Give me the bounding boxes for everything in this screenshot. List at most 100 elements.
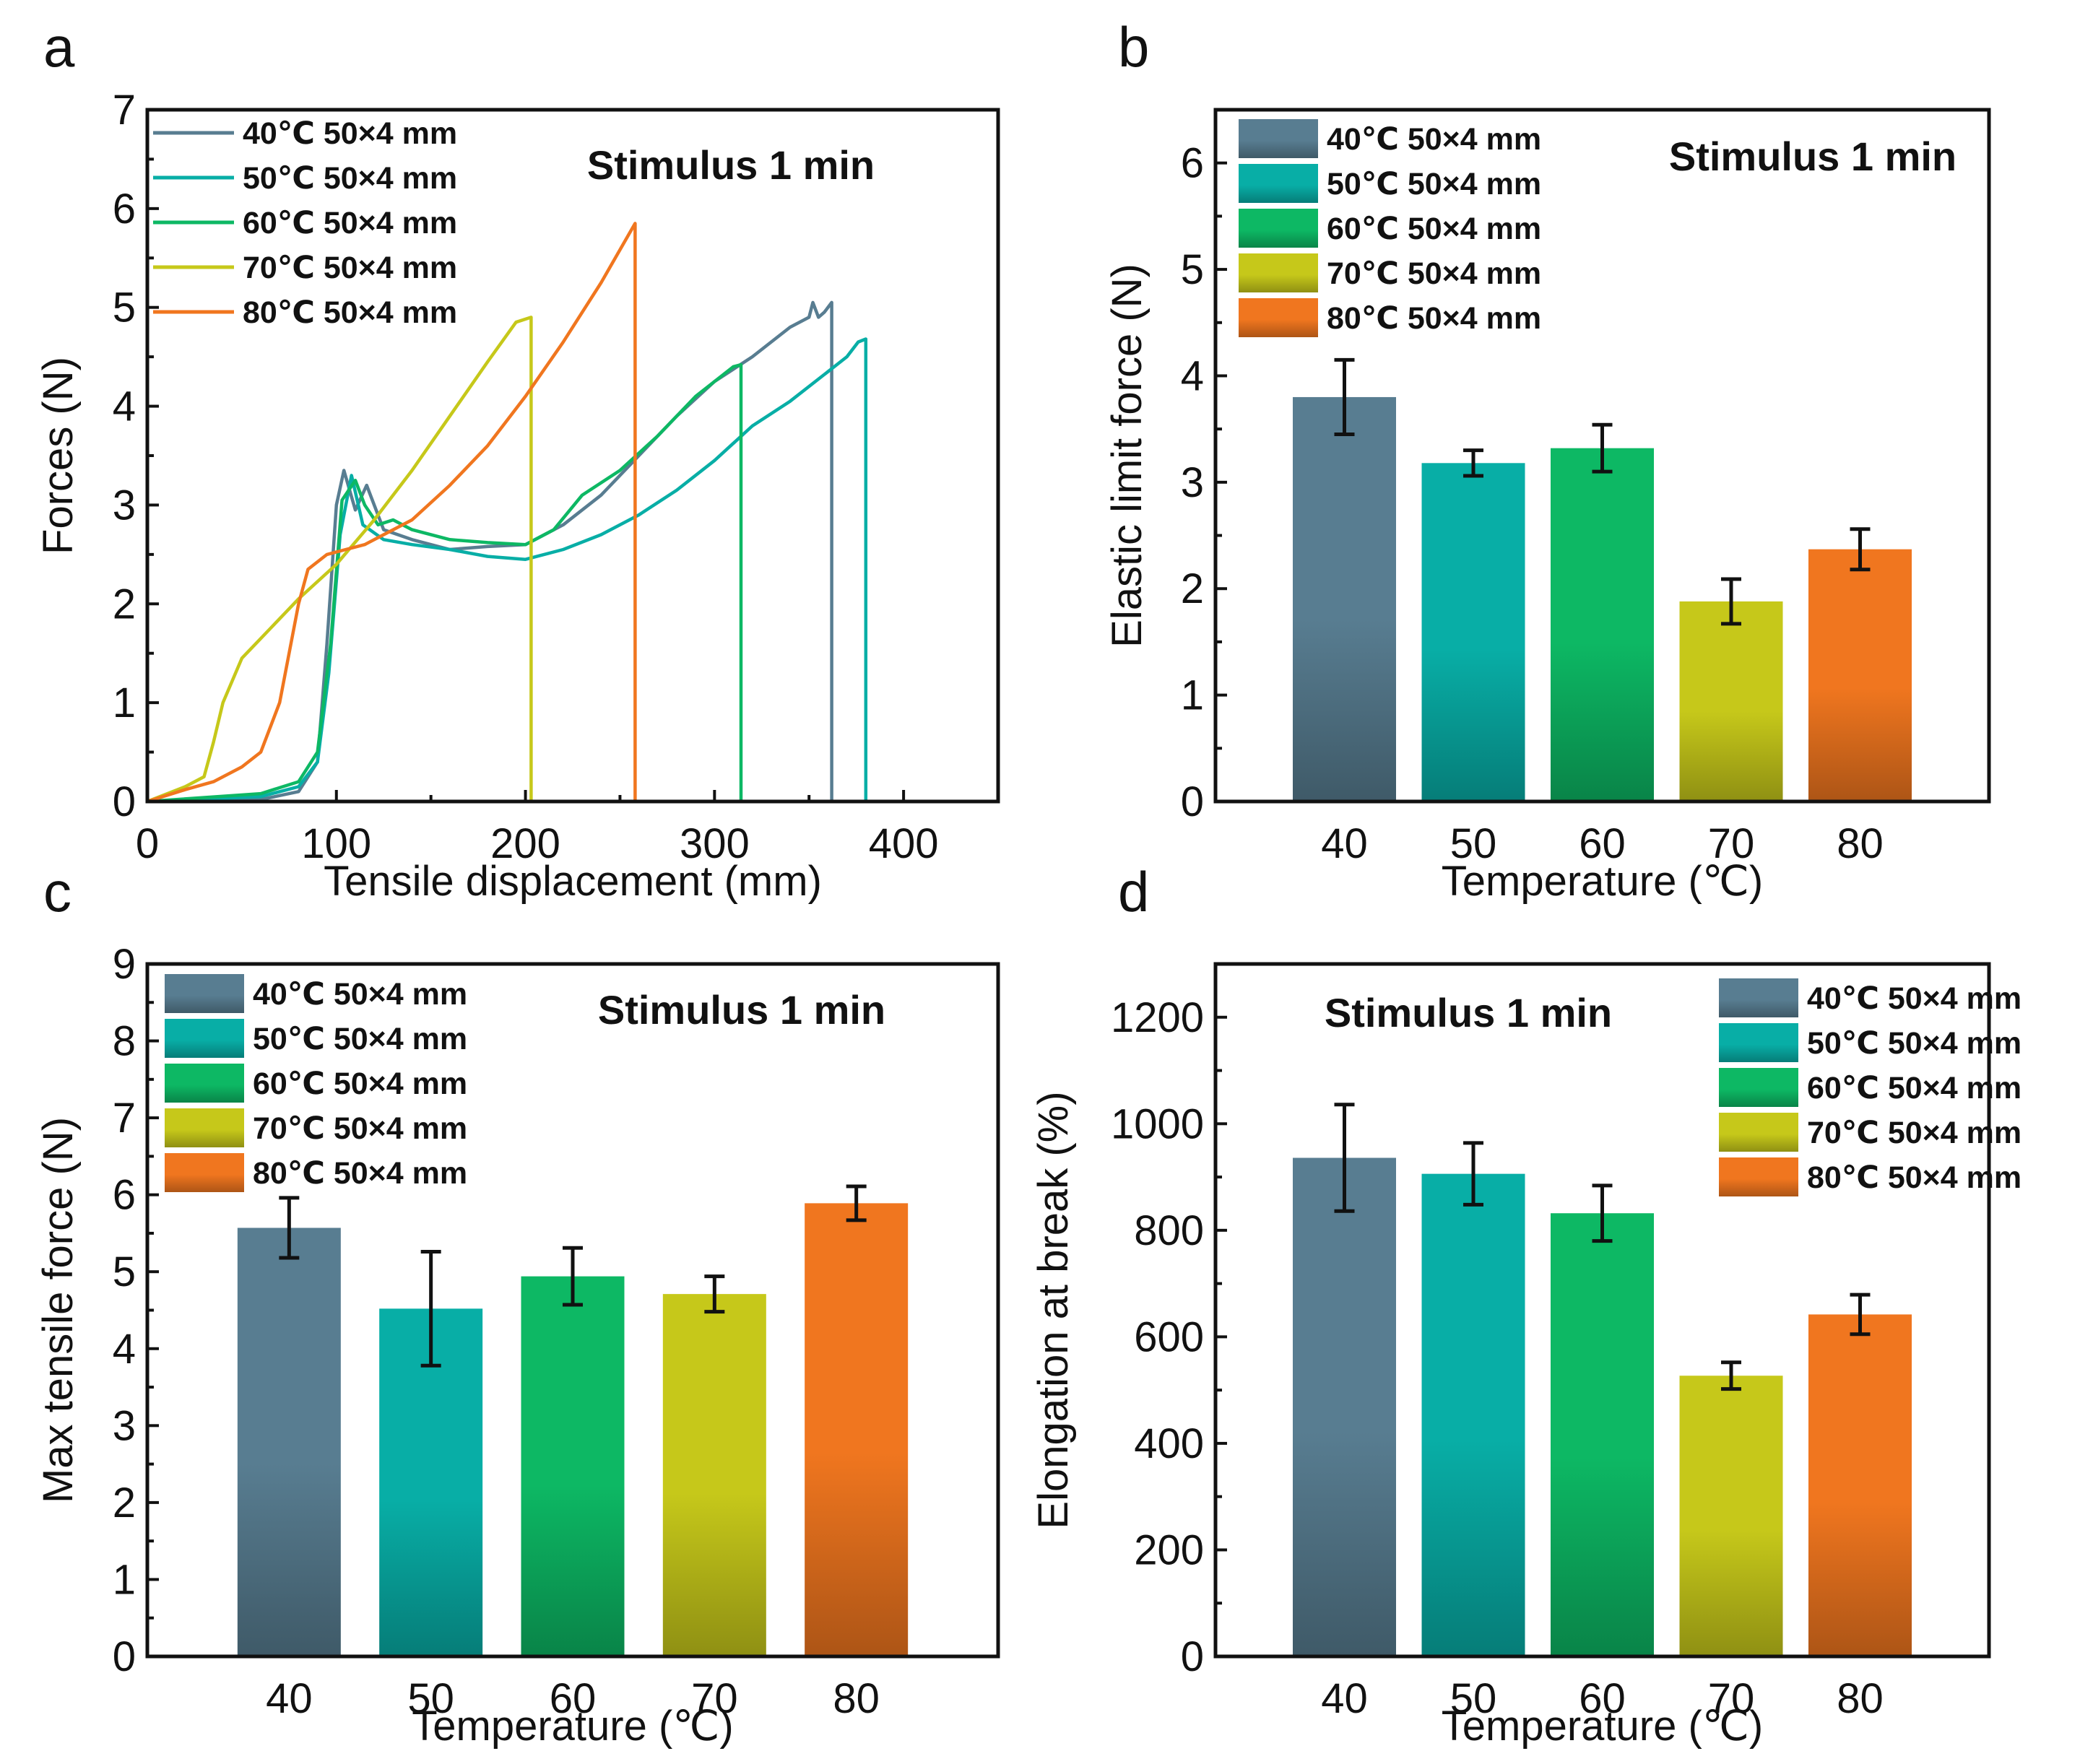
legend-swatch-80: [1719, 1157, 1798, 1196]
legend-swatch-70: [165, 1108, 244, 1147]
y-tick-label: 0: [113, 778, 136, 825]
legend-swatch-40: [1719, 978, 1798, 1017]
bar-70: [1679, 601, 1783, 801]
legend-label-50: 50℃ 50×4 mm: [1327, 167, 1541, 201]
legend-swatch-70: [1719, 1113, 1798, 1152]
y-axis-title: Forces (N): [35, 357, 82, 555]
bar-80: [1808, 549, 1912, 801]
y-tick-label: 600: [1134, 1313, 1204, 1360]
y-tick-label: 3: [113, 1402, 136, 1449]
y-tick-label: 400: [1134, 1420, 1204, 1467]
legend-swatch-40: [165, 974, 244, 1013]
bar-70: [662, 1294, 766, 1656]
panel-letter: c: [43, 860, 72, 924]
series-line-50: [147, 337, 868, 804]
stimulus-annotation: Stimulus 1 min: [587, 142, 875, 188]
x-axis-title: Tensile displacement (mm): [324, 858, 822, 905]
y-axis-title: Elongation at break (%): [1030, 1091, 1077, 1529]
legend-label-80: 80℃ 50×4 mm: [1807, 1160, 2022, 1195]
legend-label-60: 60℃ 50×4 mm: [253, 1066, 467, 1101]
x-tick-label: 70: [1708, 820, 1755, 867]
x-tick-label: 70: [691, 1675, 738, 1722]
x-tick-label: 50: [407, 1675, 454, 1722]
x-tick-label: 60: [550, 1675, 597, 1722]
x-tick-label: 400: [869, 820, 939, 867]
x-tick-label: 80: [1837, 820, 1884, 867]
plot-frame: [1213, 108, 1991, 804]
x-tick-label: 60: [1579, 820, 1626, 867]
x-tick-label: 70: [1708, 1675, 1755, 1722]
stimulus-annotation: Stimulus 1 min: [598, 987, 885, 1033]
bar-80: [805, 1203, 909, 1656]
panel-letter: d: [1118, 860, 1149, 924]
legend-label-70: 70℃ 50×4 mm: [1807, 1116, 2022, 1150]
bar-40: [1293, 396, 1396, 801]
legend-label-40: 40℃ 50×4 mm: [253, 977, 467, 1012]
x-tick-label: 50: [1450, 820, 1497, 867]
y-tick-label: 1: [113, 1556, 136, 1603]
legend-swatch-60: [165, 1064, 244, 1103]
x-tick-label: 0: [136, 820, 159, 867]
y-tick-label: 5: [113, 1248, 136, 1295]
y-tick-label: 1: [1181, 672, 1204, 719]
legend-label-70: 70℃ 50×4 mm: [1327, 256, 1541, 291]
legend-swatch-50: [1719, 1023, 1798, 1062]
plot-frame: [145, 108, 1000, 804]
legend-label-60: 60℃ 50×4 mm: [243, 206, 457, 240]
stimulus-annotation: Stimulus 1 min: [1325, 990, 1612, 1035]
legend-label-50: 50℃ 50×4 mm: [1807, 1026, 2022, 1061]
y-tick-label: 800: [1134, 1207, 1204, 1254]
legend-label-80: 80℃ 50×4 mm: [243, 295, 457, 330]
legend-label-50: 50℃ 50×4 mm: [243, 161, 457, 196]
bar-60: [1551, 1213, 1654, 1656]
x-tick-label: 80: [1837, 1675, 1884, 1722]
x-tick-label: 200: [490, 820, 560, 867]
x-tick-label: 40: [266, 1675, 313, 1722]
legend-swatch-60: [1239, 209, 1318, 248]
legend-label-60: 60℃ 50×4 mm: [1807, 1071, 2022, 1105]
y-tick-label: 2: [1181, 565, 1204, 612]
y-tick-label: 4: [113, 1326, 136, 1373]
bar-60: [1551, 448, 1654, 801]
legend-label-70: 70℃ 50×4 mm: [253, 1111, 467, 1146]
y-tick-label: 1200: [1111, 994, 1204, 1041]
y-tick-label: 200: [1134, 1526, 1204, 1573]
bar-50: [1421, 463, 1525, 801]
y-tick-label: 5: [113, 284, 136, 331]
legend-swatch-80: [1239, 298, 1318, 337]
y-tick-label: 9: [113, 941, 136, 988]
x-tick-label: 40: [1321, 820, 1368, 867]
panel-a: 0 100 200 300 400 0 1 2 3 4 5 6 7a Tensile displaceme…: [35, 15, 1000, 905]
y-tick-label: 1: [113, 679, 136, 726]
y-tick-label: 0: [1181, 778, 1204, 825]
panel-c: 0 1 2 3 4 5 6 7 8 9 40 50 60 70 80 c Temperature (℃) Max …: [35, 860, 1000, 1750]
legend-label-80: 80℃ 50×4 mm: [253, 1156, 467, 1191]
y-tick-label: 2: [113, 1480, 136, 1526]
y-axis-title: Elastic limit force (N): [1104, 264, 1150, 648]
y-tick-label: 3: [1181, 459, 1204, 506]
legend-swatch-50: [165, 1019, 244, 1058]
y-tick-label: 6: [1181, 140, 1204, 187]
series-line-60: [147, 362, 743, 804]
y-tick-label: 6: [113, 186, 136, 233]
legend-label-70: 70℃ 50×4 mm: [243, 251, 457, 285]
x-axis-title: Temperature (℃): [412, 1703, 733, 1750]
series-line-70: [147, 316, 533, 804]
legend-label-60: 60℃ 50×4 mm: [1327, 212, 1541, 246]
y-tick-label: 2: [113, 581, 136, 627]
legend-swatch-70: [1239, 253, 1318, 292]
x-tick-label: 50: [1450, 1675, 1497, 1722]
series-line-80: [147, 222, 637, 804]
legend-label-80: 80℃ 50×4 mm: [1327, 301, 1541, 336]
y-tick-label: 0: [1181, 1633, 1204, 1680]
panel-b: 0 1 2 3 4 5 6 40 50 60 70 80 b Temperature (℃) Elastic…: [1104, 15, 1991, 905]
panel-letter: b: [1118, 15, 1149, 79]
legend-label-40: 40℃ 50×4 mm: [1327, 122, 1541, 157]
y-tick-label: 6: [113, 1172, 136, 1219]
y-tick-label: 4: [113, 383, 136, 430]
stimulus-annotation: Stimulus 1 min: [1669, 134, 1956, 179]
y-tick-label: 1000: [1111, 1100, 1204, 1147]
x-tick-label: 100: [301, 820, 371, 867]
y-axis-title: Max tensile force (N): [35, 1117, 82, 1503]
y-tick-label: 7: [113, 1095, 136, 1142]
